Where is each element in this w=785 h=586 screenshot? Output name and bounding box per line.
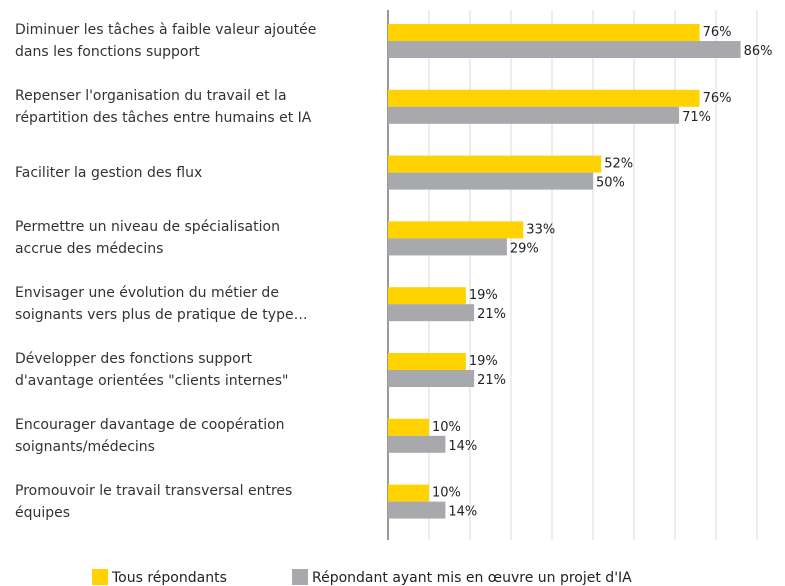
value-label: 21% [477, 373, 506, 388]
bar [388, 41, 741, 58]
bar [388, 418, 429, 436]
category-label: Faciliter la gestion des flux [15, 164, 203, 181]
bar [388, 24, 700, 41]
bar [388, 370, 475, 387]
value-label: 50% [596, 176, 625, 191]
value-label: 19% [469, 288, 498, 303]
bar [388, 484, 429, 502]
value-label: 52% [604, 157, 633, 172]
value-label: 29% [510, 241, 539, 256]
category-label: Encourager davantage de coopération soig… [15, 416, 285, 455]
value-label: 10% [432, 420, 461, 435]
bar [388, 287, 466, 305]
value-label: 33% [526, 222, 555, 237]
value-label: 71% [682, 110, 711, 125]
category-label: Permettre un niveau de spécialisation ac… [15, 219, 280, 258]
bar [388, 106, 680, 124]
bar [388, 435, 446, 453]
category-label: Développer des fonctions support d'avant… [15, 351, 289, 389]
bar [388, 353, 466, 370]
legend-swatch [92, 569, 108, 585]
bar [388, 172, 593, 190]
category-label: Diminuer les tâches à faible valeur ajou… [15, 22, 317, 60]
value-label: 14% [448, 439, 477, 454]
bar [388, 221, 524, 239]
legend-swatch [292, 569, 308, 585]
value-label: 86% [744, 44, 773, 59]
legend-label: Répondant ayant mis en œuvre un projet d… [312, 570, 632, 586]
value-label: 10% [432, 486, 461, 501]
category-label: Repenser l'organisation du travail et la… [15, 87, 312, 126]
value-label: 21% [477, 307, 506, 322]
category-label: Envisager une évolution du métier de soi… [15, 285, 308, 324]
bar [388, 304, 475, 322]
value-label: 76% [703, 25, 732, 40]
bar [388, 89, 700, 107]
bar [388, 238, 507, 256]
legend-label: Tous répondants [111, 570, 227, 586]
value-label: 76% [703, 91, 732, 106]
value-label: 19% [469, 354, 498, 369]
bar [388, 501, 446, 519]
bar [388, 155, 602, 173]
category-label: Promouvoir le travail transversal entres… [15, 482, 293, 521]
value-label: 14% [448, 505, 477, 520]
